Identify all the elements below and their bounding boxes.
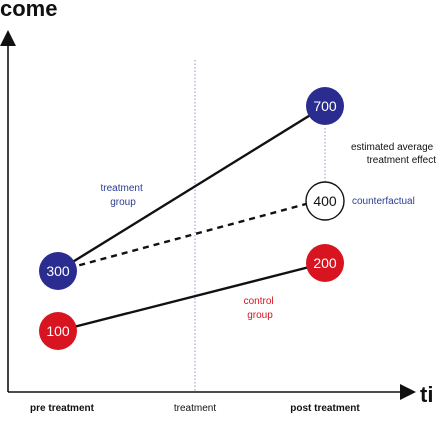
svg-text:700: 700 <box>313 98 337 114</box>
x-axis-title: ti <box>420 382 433 407</box>
label-control-group: control group <box>244 296 277 321</box>
x-tick-post: post treatment <box>290 403 360 414</box>
y-axis-title: come <box>0 0 57 21</box>
x-tick-treatment: treatment <box>174 403 216 414</box>
node-treatment-post: 700 <box>306 87 344 125</box>
counterfactual-line <box>57 202 307 273</box>
svg-text:300: 300 <box>46 263 70 279</box>
label-counterfactual: counterfactual <box>352 196 415 207</box>
node-control-pre: 100 <box>39 312 77 350</box>
treatment-line <box>57 104 326 273</box>
x-tick-pre: pre treatment <box>30 403 95 414</box>
svg-text:100: 100 <box>46 323 70 339</box>
svg-text:400: 400 <box>313 193 337 209</box>
node-control-post: 200 <box>306 244 344 282</box>
node-counterfactual-post: 400 <box>305 181 345 221</box>
control-line <box>57 261 326 333</box>
node-treatment-pre: 300 <box>39 252 77 290</box>
svg-text:200: 200 <box>313 255 337 271</box>
label-estimated-effect: estimated average treatment effect <box>351 142 436 166</box>
label-treatment-group: treatment group <box>100 183 145 208</box>
